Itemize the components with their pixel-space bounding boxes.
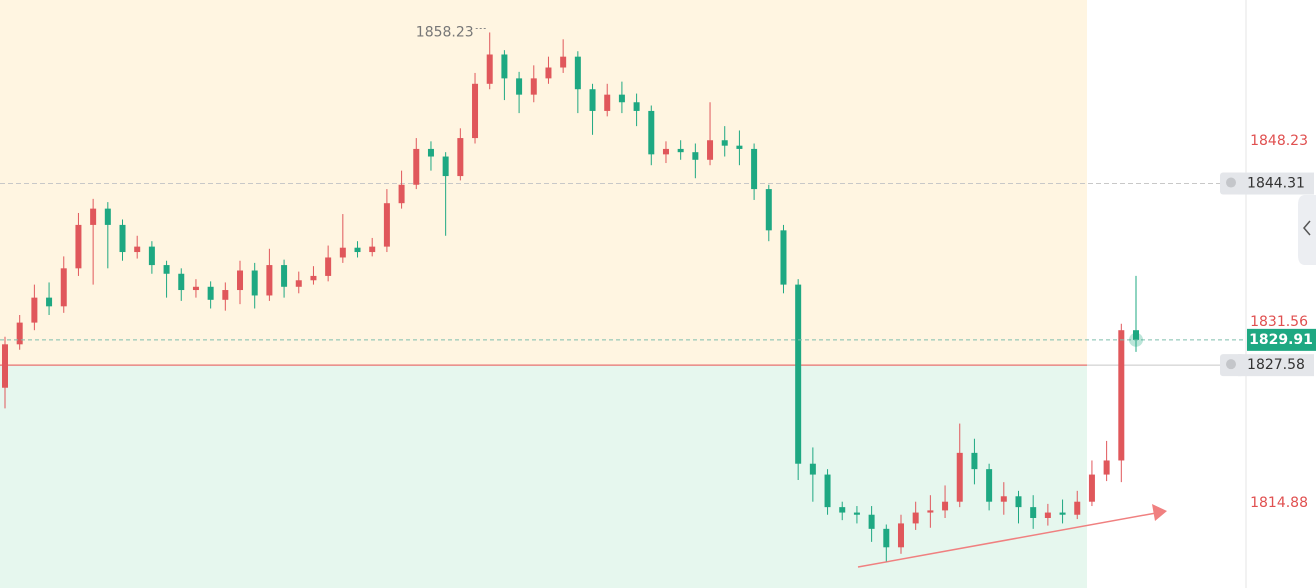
candle-body	[604, 94, 611, 111]
candle-body	[1103, 460, 1110, 475]
trend-line	[857, 512, 1157, 568]
alert-label: 1827.58	[1247, 357, 1305, 373]
collapse-tab[interactable]	[1298, 195, 1316, 265]
candle-body	[501, 54, 508, 79]
alert-badge	[1238, 172, 1314, 195]
candle-body	[325, 257, 332, 276]
candle-body	[853, 512, 860, 515]
candle-body	[1088, 474, 1095, 502]
candle-body	[795, 284, 802, 464]
candle-body	[662, 148, 669, 155]
candle-body	[1059, 512, 1066, 515]
price-badge	[1247, 328, 1316, 351]
candle-body	[516, 78, 523, 95]
candle-body	[736, 145, 743, 149]
candle-body	[2, 344, 8, 388]
upper-zone	[0, 0, 1087, 366]
price-glow	[1129, 332, 1143, 347]
candle-body	[942, 501, 949, 511]
candle-body	[677, 148, 684, 153]
candle-body	[545, 67, 552, 79]
candle-body	[1044, 512, 1051, 518]
candle-body	[472, 83, 479, 139]
candle-body	[427, 148, 434, 157]
candle-body	[1133, 330, 1139, 340]
candle-body	[1074, 501, 1081, 515]
candle-body	[751, 148, 758, 190]
candle-body	[442, 156, 449, 177]
candle-body	[692, 152, 699, 160]
candle-body	[721, 140, 728, 146]
candle-body	[178, 273, 185, 291]
candle-body	[398, 184, 405, 204]
candle-body	[765, 189, 772, 231]
candle-body	[809, 463, 816, 475]
candle-body	[530, 78, 537, 95]
candle-body	[897, 523, 904, 548]
candle-body	[574, 56, 581, 90]
candle-body	[1000, 496, 1007, 502]
candle-body	[192, 286, 199, 291]
candle-body	[971, 452, 978, 470]
candle-body	[266, 265, 273, 296]
candle-body	[1015, 496, 1022, 508]
max-label: 1858.23	[416, 24, 474, 40]
candle-body	[383, 203, 390, 247]
candle-body	[1030, 507, 1037, 518]
background	[0, 0, 1087, 588]
candle-body	[281, 265, 288, 287]
trend-arrow	[1152, 504, 1167, 521]
candle-body	[413, 148, 420, 185]
candle-body	[237, 270, 244, 291]
alert-label: 1844.31	[1247, 176, 1305, 192]
candle-body	[927, 510, 934, 513]
y-tick-label: 1814.88	[1250, 495, 1308, 511]
candle-body	[618, 94, 625, 103]
candle-body	[369, 246, 376, 253]
candle-body	[251, 270, 258, 296]
candle-body	[457, 138, 464, 177]
candle-body	[780, 230, 787, 285]
price-label: 1829.91	[1249, 332, 1313, 348]
candle-body	[648, 110, 655, 155]
candle-body	[339, 247, 346, 258]
candle-body	[134, 246, 141, 253]
alert-bell	[1226, 359, 1236, 370]
candle-body	[589, 89, 596, 111]
candle-body	[707, 140, 714, 160]
candle-body	[868, 514, 875, 529]
candle-body	[1118, 330, 1125, 461]
lower-zone	[0, 365, 1087, 588]
candle-body	[310, 275, 317, 281]
candle-body	[295, 280, 302, 287]
candle-body	[90, 208, 97, 225]
candle-body	[560, 56, 567, 68]
candle-body	[986, 469, 993, 502]
candle-body	[16, 322, 23, 345]
alert-badge	[1238, 354, 1314, 377]
candle-body	[839, 507, 846, 513]
candle-body	[31, 297, 38, 323]
candle-body	[207, 286, 214, 300]
candle-body	[75, 224, 82, 269]
candle-body	[486, 54, 493, 84]
candle-body	[633, 102, 640, 111]
candle-body	[912, 512, 919, 524]
chevron[interactable]	[1303, 220, 1311, 236]
candle-body	[222, 290, 229, 300]
candle-body	[46, 297, 53, 307]
candle-body	[104, 208, 111, 225]
candle-body	[60, 268, 67, 307]
candle-body	[148, 246, 155, 266]
candle-body	[824, 474, 831, 508]
candle-body	[354, 247, 361, 253]
alert-bell	[1226, 177, 1236, 188]
candle-body	[119, 224, 126, 253]
candle-body	[883, 528, 890, 548]
y-tick-label: 1831.56	[1250, 314, 1308, 330]
candle-body	[163, 265, 170, 274]
y-tick-label: 1848.23	[1250, 133, 1308, 149]
candle-body	[956, 452, 963, 502]
